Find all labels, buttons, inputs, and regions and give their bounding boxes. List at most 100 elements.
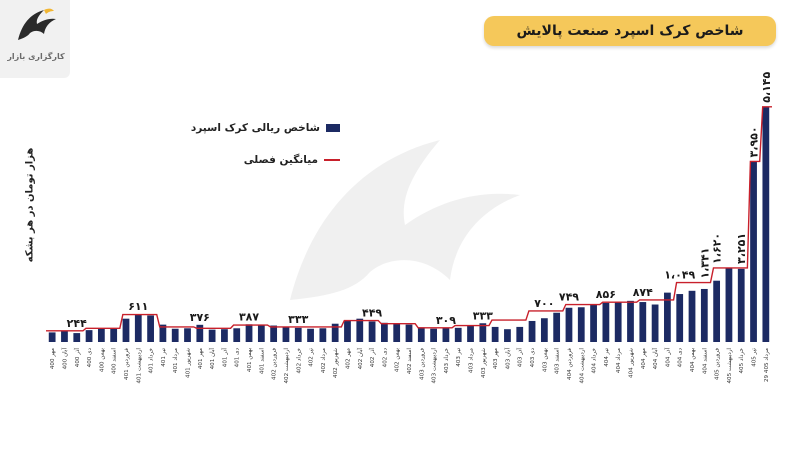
- x-tick-label-9: تیر 401: [161, 348, 167, 367]
- watermark-logo: [290, 140, 520, 300]
- x-tick-label-31: اردیبهشت 403: [432, 348, 438, 384]
- bar-17: [257, 324, 265, 342]
- bar-54: [713, 280, 721, 342]
- x-tick-label-30: فروردین 403: [419, 348, 425, 380]
- x-tick-label-25: آبان 402: [357, 348, 364, 370]
- x-tick-label-10: مرداد 401: [173, 348, 179, 373]
- data-label-53: ۱،۳۴۱: [698, 248, 711, 279]
- x-tick-label-37: آبان 403: [504, 348, 511, 370]
- legend-item-bar: شاخص ریالی کرک اسپرد: [180, 118, 340, 138]
- bar-5: [110, 328, 118, 342]
- legend-bar-label: شاخص ریالی کرک اسپرد: [190, 122, 320, 134]
- brand-logo: کارگزاری بازار: [0, 0, 70, 78]
- data-label-57: ۳،۹۵۰: [748, 126, 761, 157]
- bar-45: [602, 302, 610, 342]
- x-tick-label-5: اسفند 400: [112, 348, 118, 375]
- x-tick-label-32: خرداد 403: [444, 347, 450, 373]
- bar-52: [688, 290, 696, 342]
- x-tick-label-58: 29 مرداد 405: [764, 348, 770, 382]
- bar-8: [147, 315, 154, 342]
- bar-56: [737, 268, 745, 342]
- bar-3: [85, 330, 93, 342]
- bar-57: [750, 161, 757, 342]
- x-tick-label-40: بهمن 403: [542, 348, 548, 373]
- bar-21: [307, 328, 314, 342]
- data-label-48: ۸۷۴: [633, 286, 653, 299]
- x-tick-label-51: دی 404: [678, 347, 684, 367]
- x-tick-label-50: آذر 404: [664, 348, 671, 368]
- x-tick-label-4: بهمن 400: [99, 348, 105, 373]
- data-label-26: ۴۴۹: [362, 307, 382, 320]
- bar-29: [405, 324, 413, 342]
- data-label-45: ۸۵۶: [596, 288, 616, 301]
- x-tick-label-8: خرداد 401: [149, 347, 155, 373]
- series-line-seasonal-average: [46, 106, 772, 332]
- bar-0: [48, 332, 56, 342]
- bar-51: [676, 294, 684, 342]
- x-tick-label-41: اسفند 403: [555, 348, 561, 375]
- bar-44: [590, 304, 597, 342]
- bar-53: [700, 288, 708, 342]
- data-label-32: ۳۰۹: [436, 314, 456, 327]
- bar-10: [171, 328, 179, 342]
- bar-48: [639, 302, 647, 342]
- bar-43: [577, 307, 585, 342]
- x-tick-label-12: مهر 401: [198, 348, 204, 369]
- x-tick-label-45: تیر 404: [604, 348, 610, 367]
- x-tick-label-34: مرداد 403: [469, 348, 475, 373]
- bar-37: [504, 329, 511, 342]
- bar-19: [282, 327, 290, 342]
- x-tick-label-23: شهریور 402: [333, 348, 339, 378]
- x-tick-label-22: مرداد 402: [321, 348, 327, 373]
- bar-50: [664, 292, 671, 342]
- bar-33: [454, 327, 462, 342]
- data-label-42: ۷۴۹: [559, 291, 579, 304]
- bar-9: [159, 324, 167, 342]
- legend-item-line: میانگین فصلی: [180, 150, 340, 170]
- x-tick-label-35: شهریور 403: [481, 348, 487, 378]
- data-label-54: ۱،۶۲۰: [711, 233, 724, 264]
- x-tick-label-48: مهر 404: [641, 348, 647, 369]
- bar-30: [417, 327, 425, 342]
- bar-26: [368, 321, 376, 342]
- bar-38: [516, 326, 524, 342]
- bar-47: [627, 300, 634, 342]
- x-tick-label-2: آذر 400: [74, 348, 81, 368]
- x-tick-label-56: خرداد 405: [739, 347, 745, 373]
- bar-20: [294, 327, 302, 342]
- bar-4: [97, 328, 105, 342]
- x-tick-label-27: دی 402: [382, 347, 388, 367]
- x-tick-label-15: دی 401: [235, 347, 241, 367]
- x-tick-label-19: اردیبهشت 402: [284, 348, 290, 384]
- x-tick-label-7: اردیبهشت 401: [136, 348, 142, 384]
- data-label-16: ۳۸۷: [239, 310, 259, 323]
- bar-27: [381, 322, 388, 342]
- x-tick-label-38: آذر 403: [517, 348, 524, 368]
- x-tick-label-14: آذر 401: [221, 348, 228, 368]
- x-tick-label-28: بهمن 402: [395, 348, 401, 373]
- data-label-40: ۷۰۰: [534, 297, 554, 310]
- x-tick-label-43: اردیبهشت 404: [579, 348, 585, 384]
- x-tick-label-26: آذر 402: [369, 348, 376, 368]
- chart-legend: شاخص ریالی کرک اسپرد میانگین فصلی: [180, 118, 340, 182]
- bar-16: [245, 324, 253, 342]
- x-tick-label-13: آبان 401: [209, 348, 216, 370]
- bar-25: [356, 318, 364, 342]
- bar-6: [122, 318, 130, 342]
- x-tick-label-52: بهمن 404: [690, 348, 696, 373]
- bar-55: [725, 267, 733, 342]
- legend-line-label: میانگین فصلی: [243, 154, 318, 166]
- bar-34: [467, 326, 474, 342]
- bar-42: [565, 307, 573, 342]
- bird-logo-icon: [18, 8, 56, 40]
- data-label-56: ۳،۲۵۱: [735, 233, 748, 264]
- bar-46: [614, 301, 622, 342]
- bar-11: [184, 328, 191, 342]
- x-tick-label-44: خرداد 404: [592, 347, 598, 373]
- x-tick-label-24: مهر 402: [345, 348, 351, 369]
- legend-line-swatch: [324, 159, 340, 161]
- logo-text: کارگزاری بازار: [7, 52, 65, 61]
- data-label-35: ۳۳۳: [473, 309, 493, 322]
- data-label-7: ۶۱۱: [128, 300, 148, 313]
- bar-28: [393, 323, 401, 342]
